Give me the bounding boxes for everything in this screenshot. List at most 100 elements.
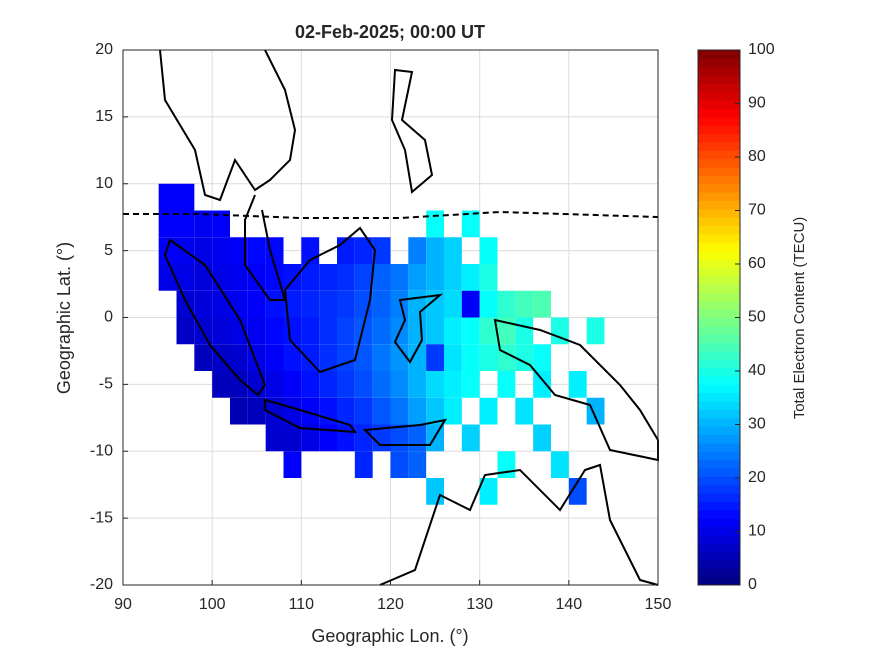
tec-cell — [354, 371, 373, 398]
colorbar-step — [698, 417, 740, 427]
tec-cell — [408, 451, 427, 478]
coastline — [283, 226, 377, 374]
tec-cell — [408, 371, 427, 398]
colorbar-step — [698, 150, 740, 160]
colorbar-step — [698, 292, 740, 302]
colorbar-step — [698, 192, 740, 201]
tec-cell — [230, 397, 248, 425]
colorbar-tick-label: 60 — [748, 255, 766, 272]
tec-cell — [230, 371, 248, 398]
tec-cell — [265, 371, 284, 398]
tec-cell — [337, 371, 355, 398]
colorbar-step — [698, 267, 740, 277]
tec-cell — [586, 317, 605, 345]
tec-cell — [444, 371, 462, 398]
tec-cell — [319, 264, 337, 291]
tec-cell — [319, 424, 337, 452]
tec-cell — [301, 290, 320, 318]
y-tick-label: -15 — [90, 509, 113, 526]
tec-cell — [479, 317, 498, 345]
colorbar-step — [698, 409, 740, 419]
tec-cell — [408, 424, 427, 452]
tec-cell — [212, 210, 230, 238]
tec-cell — [372, 344, 391, 371]
tec-cell — [408, 237, 427, 264]
tec-cell — [319, 371, 337, 398]
colorbar-step — [698, 225, 740, 235]
x-tick-label: 90 — [114, 596, 132, 613]
colorbar-step — [698, 133, 740, 143]
tec-cell — [533, 290, 551, 318]
colorbar-step — [698, 467, 740, 477]
y-tick-label: 0 — [104, 309, 113, 326]
colorbar-step — [698, 158, 740, 168]
tec-cell — [479, 478, 498, 505]
tec-cell — [533, 344, 551, 371]
tec-cell — [283, 371, 302, 398]
tec-cell — [247, 290, 266, 318]
tec-cell — [586, 397, 605, 425]
tec-cell — [390, 290, 409, 318]
colorbar-step — [698, 534, 740, 544]
y-tick-label: 20 — [95, 41, 113, 58]
colorbar-step — [698, 258, 740, 268]
tec-cell — [515, 397, 534, 425]
tec-cell — [497, 290, 516, 318]
colorbar-step — [698, 141, 740, 151]
tec-cell — [479, 264, 498, 291]
colorbar-step — [698, 58, 740, 68]
colorbar-step — [698, 183, 740, 193]
colorbar-step — [698, 384, 740, 394]
colorbar-step — [698, 376, 740, 385]
colorbar-tick-label: 90 — [748, 95, 766, 112]
tec-cell — [283, 424, 302, 452]
y-tick-label: -10 — [90, 442, 113, 459]
colorbar-step — [698, 66, 740, 76]
coastline — [379, 463, 659, 586]
tec-cell — [194, 237, 213, 264]
tec-cell — [515, 317, 534, 345]
colorbar-step — [698, 459, 740, 469]
tec-cell — [265, 290, 284, 318]
y-tick-label: 15 — [95, 108, 113, 125]
tec-cell — [354, 237, 373, 264]
y-tick-label: -20 — [90, 576, 113, 593]
tec-cell — [337, 264, 355, 291]
colorbar-step — [698, 284, 740, 293]
colorbar-step — [698, 501, 740, 511]
tec-cell — [283, 344, 302, 371]
tec-cell — [301, 264, 320, 291]
tec-cell — [426, 290, 444, 318]
tec-cell — [444, 264, 462, 291]
colorbar-tick-label: 80 — [748, 148, 766, 165]
tec-cell — [230, 344, 248, 371]
colorbar-step — [698, 250, 740, 260]
tec-cell — [461, 290, 480, 318]
x-tick-label: 120 — [377, 596, 404, 613]
colorbar-tick-label: 70 — [748, 202, 766, 219]
tec-cell — [426, 264, 444, 291]
tec-cell — [426, 237, 444, 264]
colorbar-step — [698, 242, 740, 252]
coastline — [244, 194, 287, 301]
tec-cell — [265, 237, 284, 264]
x-tick-label: 100 — [199, 596, 226, 613]
tec-cell — [426, 371, 444, 398]
colorbar-step — [698, 50, 740, 59]
tec-cell — [319, 290, 337, 318]
tec-cell — [372, 264, 391, 291]
coastline — [362, 418, 448, 446]
colorbar-step — [698, 451, 740, 461]
colorbar-tick-label: 10 — [748, 523, 766, 540]
tec-cell — [515, 290, 534, 318]
colorbar-step — [698, 275, 740, 285]
tec-cell — [533, 424, 551, 452]
x-tick-label: 110 — [289, 596, 315, 613]
tec-cell — [158, 183, 177, 211]
colorbar-step — [698, 334, 740, 344]
tec-cell — [372, 397, 391, 425]
colorbar-step — [698, 559, 740, 569]
tec-cell — [408, 397, 427, 425]
coastline — [393, 293, 444, 364]
colorbar-step — [698, 568, 740, 578]
